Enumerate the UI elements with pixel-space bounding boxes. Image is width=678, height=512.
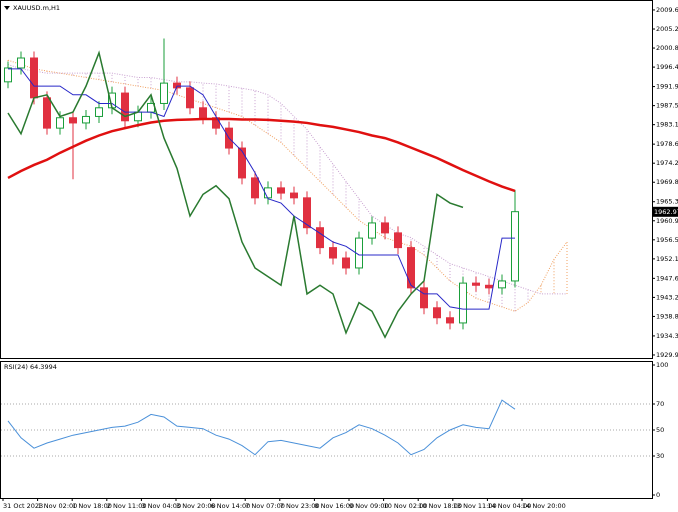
candle-body	[121, 92, 129, 122]
y-tick-label: 1938.80	[656, 312, 678, 320]
x-tick-label: 3 Nov 20:00	[176, 502, 216, 510]
rsi-title: RSI(24) 64.3994	[4, 363, 57, 371]
price-tag	[652, 206, 678, 217]
y-tick-label: 1978.60	[656, 140, 678, 148]
y-tick-label: 2000.80	[656, 44, 678, 52]
span-b	[7, 64, 567, 295]
candle-body	[199, 107, 207, 119]
x-tick-label: 7 Nov 07:00	[245, 502, 285, 510]
candle-body	[498, 280, 506, 289]
y-tick-label: 1996.40	[656, 63, 678, 71]
y-tick-label: 50	[656, 426, 664, 434]
candle-body	[329, 247, 337, 259]
candle-body	[30, 57, 38, 99]
x-tick-label: 31 Oct 2023	[3, 502, 43, 510]
candle-body	[407, 247, 415, 289]
candle-body	[394, 232, 402, 249]
candle-body	[459, 282, 467, 324]
candle-body	[368, 222, 376, 239]
candle-body	[56, 117, 64, 129]
x-tick-label: 3 Nov 04:00	[141, 502, 181, 510]
candle-body	[82, 115, 90, 124]
candle-body	[381, 222, 389, 234]
candle-body	[160, 82, 168, 104]
y-tick-label: 1943.20	[656, 293, 678, 301]
y-tick-label: 70	[656, 400, 664, 408]
y-tick-label: 1969.80	[656, 178, 678, 186]
y-tick-label: 2005.20	[656, 25, 678, 33]
y-tick-label: 1991.90	[656, 83, 678, 91]
candle-body	[420, 287, 428, 309]
y-tick-label: 1947.60	[656, 274, 678, 282]
y-tick-label: 1983.10	[656, 121, 678, 129]
candle-body	[433, 307, 441, 319]
y-tick-label: 1974.20	[656, 159, 678, 167]
candle-body	[446, 317, 454, 324]
y-tick-label: 1952.10	[656, 255, 678, 263]
x-tick-label: 1 Nov 18:00	[72, 502, 112, 510]
x-tick-label: 10 Nov 18:00	[418, 502, 462, 510]
x-tick-label: 14 Nov 20:00	[522, 502, 566, 510]
y-tick-label: 1929.90	[656, 351, 678, 359]
candle-body	[173, 82, 181, 89]
main-panel	[0, 0, 653, 359]
y-tick-label: 1956.50	[656, 236, 678, 244]
y-tick-label: 100	[656, 361, 668, 369]
indicator-line	[7, 50, 464, 339]
y-tick-label: 1987.50	[656, 102, 678, 110]
x-tick-label: 1 Nov 02:00	[38, 502, 78, 510]
candle-body	[186, 87, 194, 109]
candle-body	[238, 147, 246, 179]
candle-body	[290, 192, 298, 199]
y-tick-label: 2009.60	[656, 6, 678, 14]
x-tick-label: 2 Nov 11:00	[107, 502, 147, 510]
x-tick-label: 13 Nov 11:00	[453, 502, 497, 510]
candle-body	[17, 57, 25, 69]
candle-body	[43, 97, 51, 129]
y-tick-label: 1965.30	[656, 198, 678, 206]
x-tick-label: 10 Nov 02:00	[384, 502, 428, 510]
candle-body	[472, 282, 480, 286]
candle-body	[95, 107, 103, 117]
y-tick-label: 1960.90	[656, 217, 678, 225]
y-tick-label: 0	[656, 491, 660, 499]
candle-body	[511, 211, 519, 282]
x-tick-label: 14 Nov 04:00	[487, 502, 531, 510]
candle-body	[485, 284, 493, 289]
candle-body	[69, 117, 77, 124]
rsi-line	[7, 399, 516, 456]
span-a	[7, 59, 568, 312]
candle-body	[251, 177, 259, 199]
candle-body	[316, 227, 324, 249]
candle-body	[4, 67, 12, 83]
x-tick-label: 7 Nov 23:00	[280, 502, 320, 510]
price-tag-label: 1962.97	[654, 208, 678, 216]
y-tick-label: 30	[656, 452, 664, 460]
candle-body	[277, 187, 285, 194]
menu-triangle	[4, 6, 10, 10]
x-tick-label: 9 Nov 09:00	[349, 502, 389, 510]
candle-body	[303, 197, 311, 229]
indicator-line	[8, 68, 515, 310]
x-tick-label: 8 Nov 16:00	[314, 502, 354, 510]
indicator-line	[7, 117, 516, 193]
candle-body	[342, 257, 350, 269]
chart-title: XAUUSD.m,H1	[13, 4, 60, 12]
x-tick-label: 6 Nov 14:00	[211, 502, 251, 510]
y-tick-label: 1934.30	[656, 332, 678, 340]
